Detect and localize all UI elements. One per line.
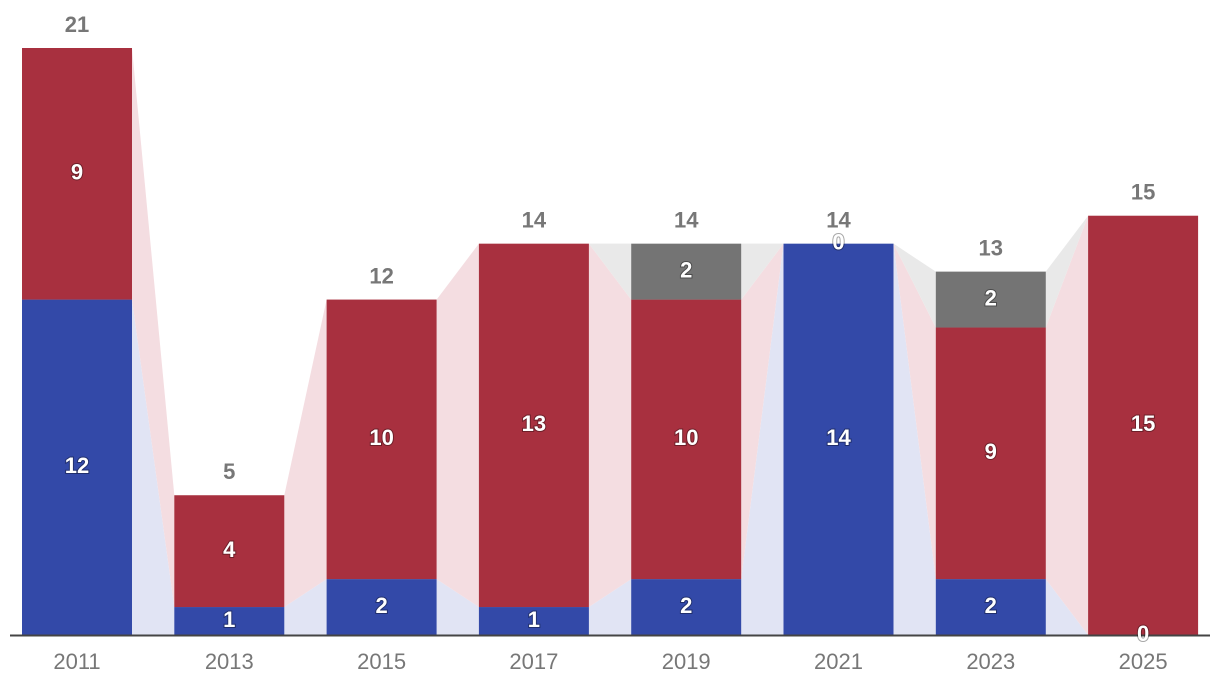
connector-blue-2017-2019 (588, 579, 632, 635)
bar-gray-2019 (631, 243, 742, 300)
bar-red-2011 (22, 48, 132, 300)
connector-blue-2015-2017 (436, 579, 479, 635)
connector-red-2011-2013 (132, 48, 175, 608)
x-tick-2025: 2025 (1119, 649, 1168, 674)
data-label-blue-2023: 2 (985, 593, 997, 618)
data-label-red-2023: 9 (985, 439, 997, 464)
data-label-blue-2019: 2 (680, 593, 692, 618)
bars-layer (22, 48, 1199, 635)
total-label-2019: 14 (674, 208, 699, 233)
connector-gray-2021-2023 (893, 243, 936, 328)
data-label-red-2025: 15 (1131, 411, 1155, 436)
connector-blue-2023-2025 (1045, 579, 1089, 635)
x-tick-2023: 2023 (966, 649, 1015, 674)
data-label-red-2017: 13 (522, 411, 546, 436)
bar-blue-2021 (783, 243, 894, 635)
bar-red-2025 (1088, 215, 1199, 635)
bar-red-2015 (326, 299, 437, 580)
data-label-gray-2023: 2 (985, 285, 997, 310)
data-label-red-2021: 0 (832, 229, 844, 254)
total-label-2015: 12 (369, 264, 393, 289)
data-label-gray-2019: 2 (680, 257, 692, 282)
total-label-2011: 21 (65, 12, 89, 37)
total-label-2021: 14 (826, 208, 851, 233)
data-label-blue-2011: 12 (65, 453, 89, 478)
total-label-2025: 15 (1131, 180, 1155, 205)
connector-blue-2019-2021 (741, 243, 784, 635)
x-tick-2011: 2011 (53, 649, 100, 674)
data-label-red-2011: 9 (71, 160, 83, 185)
data-label-blue-2025: 0 (1137, 621, 1149, 646)
connector-gray-2019-2021 (741, 243, 784, 300)
x-tick-2019: 2019 (662, 649, 711, 674)
bar-red-2013 (174, 495, 285, 608)
x-tick-2017: 2017 (509, 649, 558, 674)
connector-blue-2013-2015 (284, 579, 327, 635)
bar-blue-2013 (174, 607, 285, 635)
connector-red-2015-2017 (436, 243, 479, 608)
connector-gray-2017-2019 (588, 243, 632, 300)
bar-blue-2023 (935, 579, 1046, 635)
connector-blue-2021-2023 (893, 243, 936, 635)
total-label-2017: 14 (522, 208, 547, 233)
connector-layer (132, 48, 1089, 635)
data-label-blue-2015: 2 (375, 593, 387, 618)
bar-blue-2011 (22, 299, 132, 635)
bar-red-2023 (935, 327, 1046, 580)
data-label-blue-2021: 14 (826, 425, 851, 450)
bar-gray-2023 (935, 271, 1046, 328)
connector-red-2019-2021 (741, 243, 784, 580)
connector-red-2021-2023 (893, 243, 936, 580)
x-tick-2013: 2013 (205, 649, 254, 674)
connector-red-2017-2019 (588, 243, 632, 608)
bar-blue-2019 (631, 579, 742, 635)
x-tick-2021: 2021 (814, 649, 863, 674)
data-label-blue-2013: 1 (223, 607, 235, 632)
bar-blue-2015 (326, 579, 437, 635)
bar-red-2017 (478, 243, 589, 608)
data-label-red-2013: 4 (223, 537, 236, 562)
total-label-2013: 5 (223, 459, 235, 484)
x-tick-labels: 2011 2013 2015 2017 2019 2021 2023 2025 (53, 649, 1167, 674)
connector-gray-2023-2025 (1045, 215, 1089, 328)
total-label-2023: 13 (979, 236, 1003, 261)
data-label-red-2015: 10 (369, 425, 393, 450)
x-tick-2015: 2015 (357, 649, 406, 674)
connector-red-2013-2015 (284, 299, 327, 608)
bar-red-2019 (631, 299, 742, 580)
connector-red-2023-2025 (1045, 215, 1089, 635)
bar-blue-2017 (478, 607, 589, 635)
data-label-blue-2017: 1 (528, 607, 540, 632)
connector-blue-2011-2013 (132, 299, 175, 635)
data-label-red-2019: 10 (674, 425, 698, 450)
